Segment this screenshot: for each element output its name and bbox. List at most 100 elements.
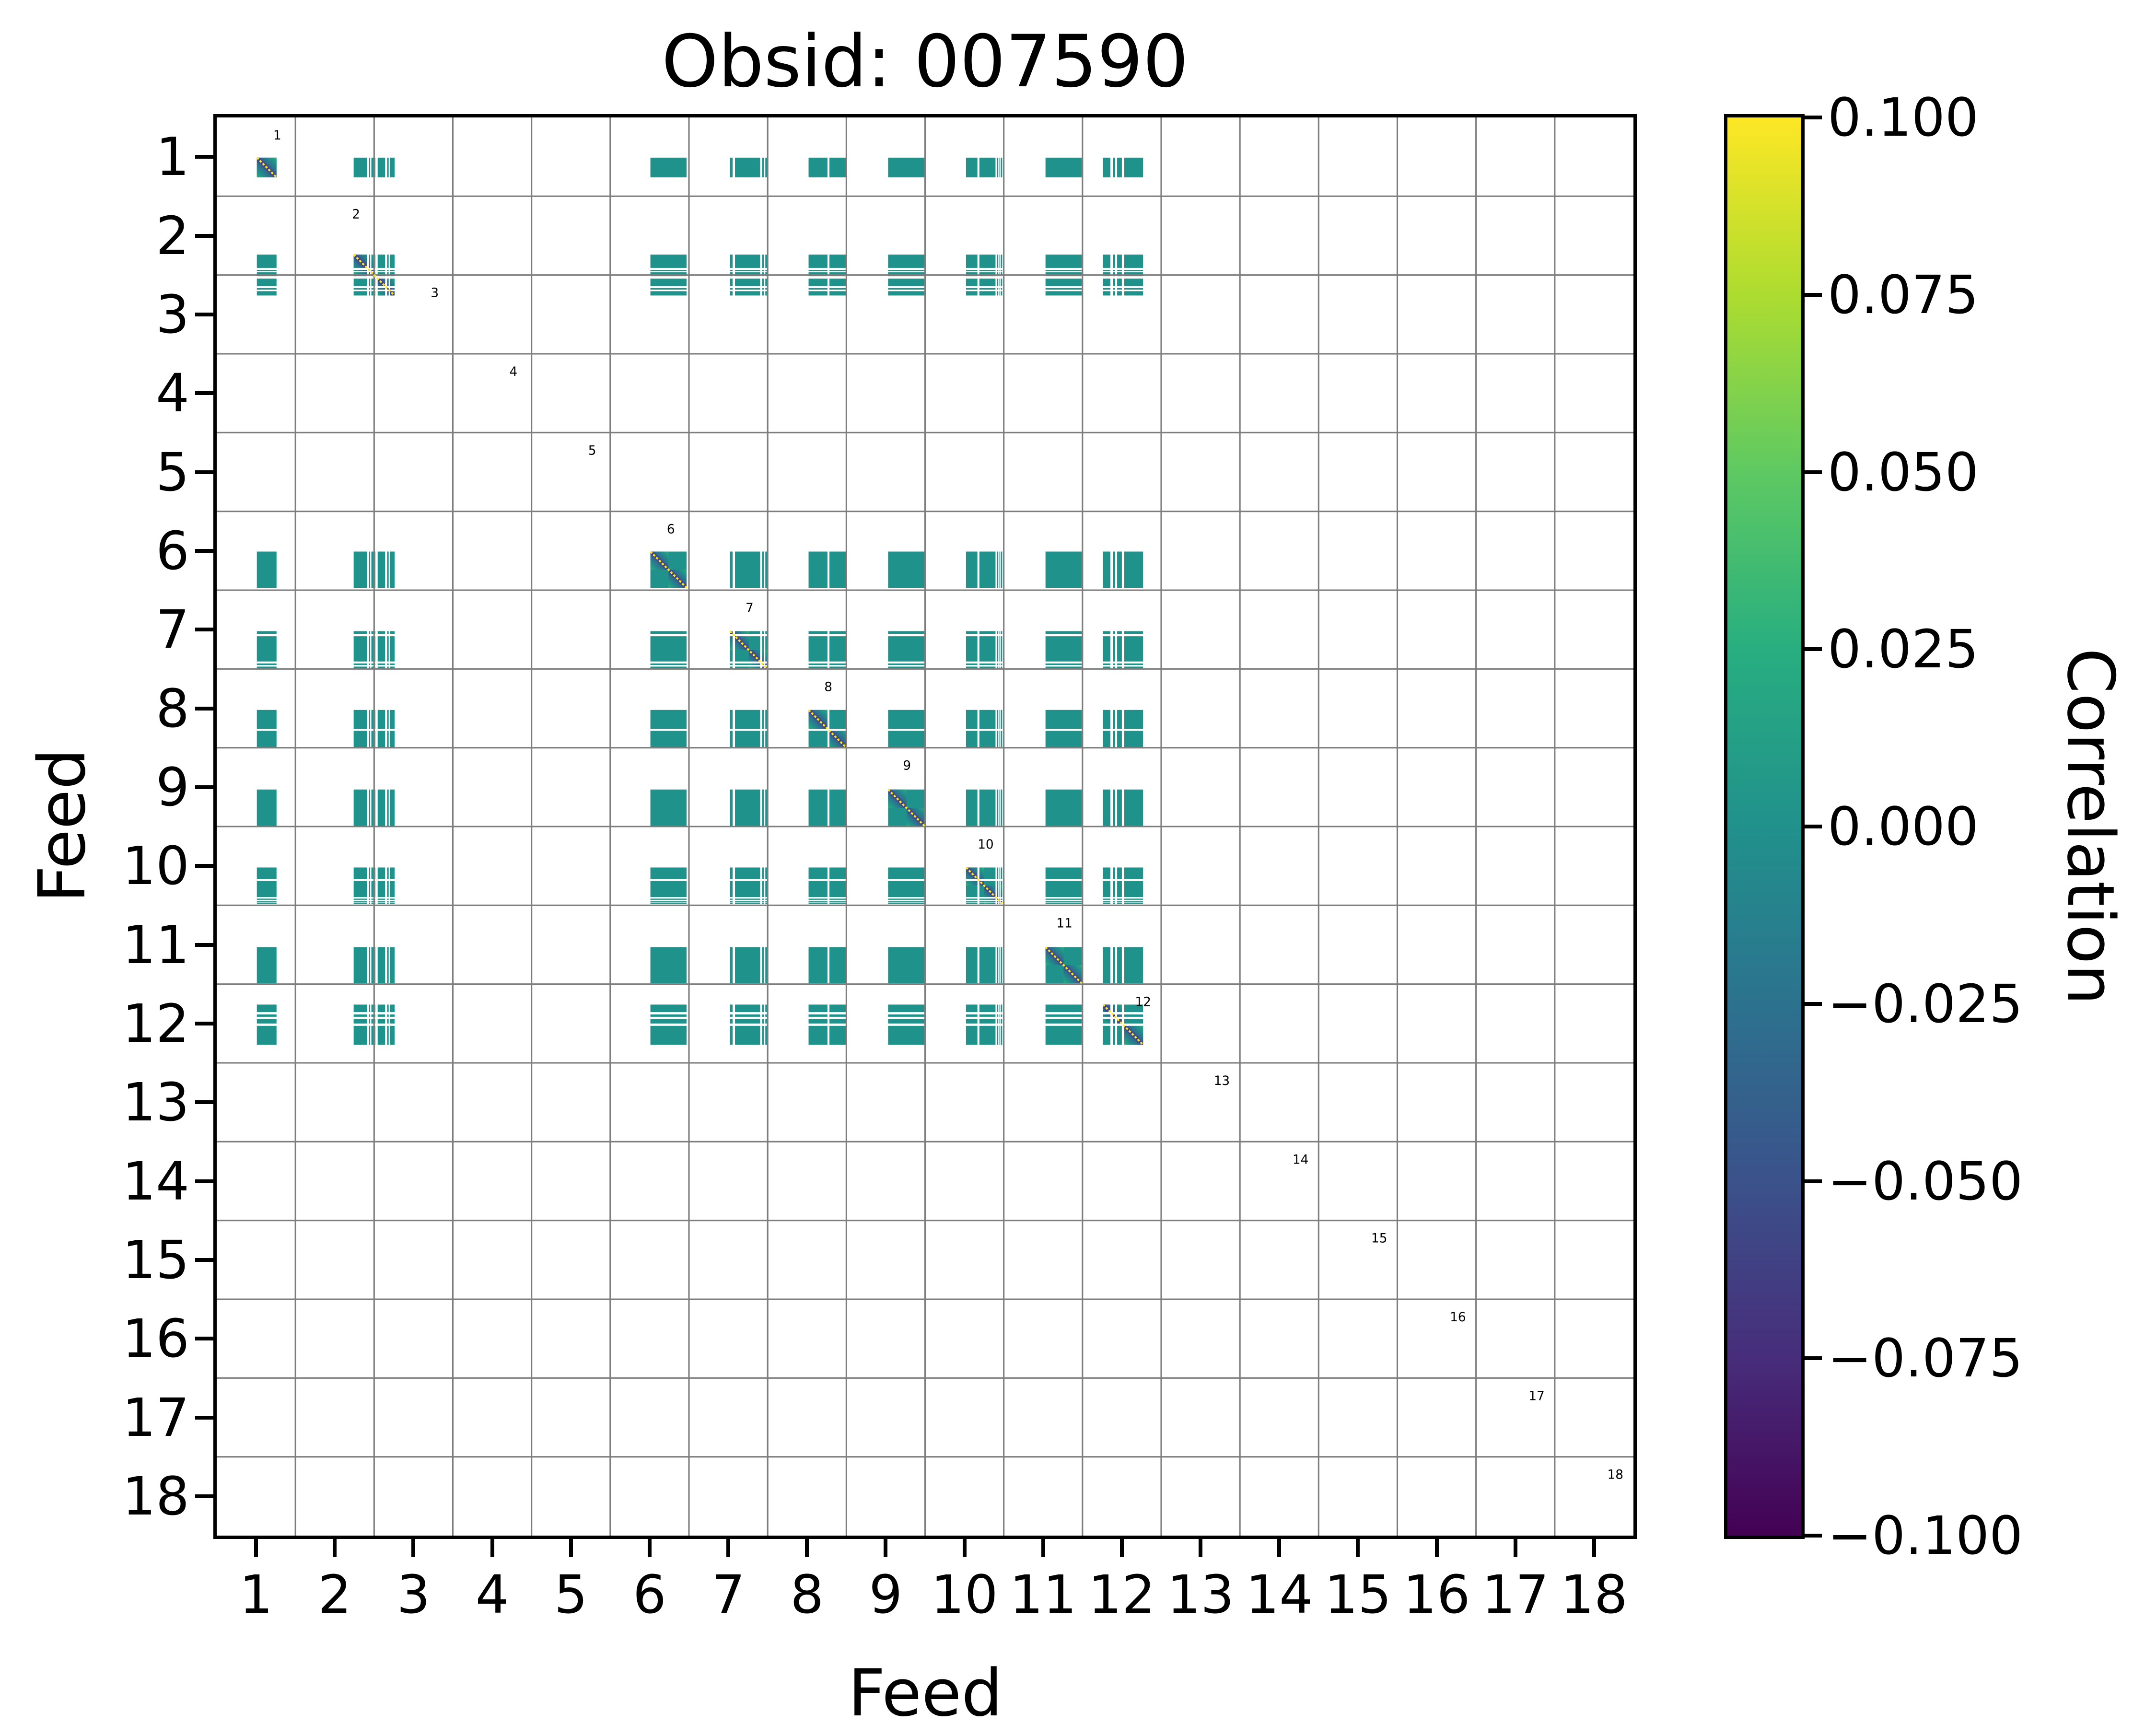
x-tick-mark [726, 1539, 731, 1557]
x-tick-mark [490, 1539, 494, 1557]
colorbar-tick-mark [1805, 116, 1822, 119]
x-tick-mark [411, 1539, 416, 1557]
x-tick-mark [569, 1539, 573, 1557]
x-tick-label: 16 [1403, 1564, 1470, 1625]
y-tick-mark [195, 1494, 213, 1498]
x-tick-mark [1356, 1539, 1360, 1557]
diagonal-feed-label: 15 [1371, 1232, 1387, 1246]
y-tick-mark [195, 1415, 213, 1420]
colorbar-tick-label: 0.000 [1828, 796, 1979, 857]
self-correlation-diagonal [256, 157, 278, 178]
diagonal-feed-label: 11 [1056, 916, 1072, 931]
x-tick-mark [1434, 1539, 1439, 1557]
diagonal-feed-label: 16 [1450, 1310, 1466, 1325]
x-tick-label: 17 [1481, 1564, 1549, 1625]
x-tick-label: 14 [1246, 1564, 1313, 1625]
feed-block [1045, 789, 1082, 827]
x-tick-mark [1119, 1539, 1124, 1557]
y-tick-label: 15 [122, 1229, 189, 1291]
y-tick-mark [195, 1021, 213, 1025]
feed-block [1045, 157, 1082, 177]
y-tick-label: 4 [156, 362, 189, 424]
diagonal-feed-label: 13 [1214, 1074, 1230, 1088]
colorbar-tick-label: −0.100 [1828, 1505, 2023, 1566]
x-tick-label: 6 [632, 1564, 666, 1625]
feed-block [650, 789, 687, 827]
colorbar-label: Correlation [2053, 648, 2128, 1005]
x-tick-label: 9 [869, 1564, 903, 1625]
plot-title: Obsid: 007590 [661, 20, 1189, 104]
diagonal-feed-label: 3 [431, 286, 439, 301]
colorbar-tick-mark [1805, 647, 1822, 652]
x-tick-label: 12 [1088, 1564, 1155, 1625]
colorbar-tick-label: 0.100 [1828, 87, 1979, 148]
colorbar-tick-label: 0.075 [1828, 264, 1979, 326]
x-tick-mark [1513, 1539, 1517, 1557]
colorbar-tick-mark [1805, 1534, 1822, 1538]
colorbar-tick-mark [1805, 292, 1822, 297]
diagonal-feed-label: 7 [746, 601, 754, 616]
colorbar-tick-label: 0.050 [1828, 441, 1979, 503]
y-tick-label: 10 [122, 835, 189, 897]
y-tick-label: 17 [122, 1386, 189, 1448]
self-correlation-diagonal [650, 551, 688, 589]
self-correlation-diagonal [729, 630, 769, 670]
feed-block [256, 789, 277, 827]
y-tick-mark [195, 1337, 213, 1341]
self-correlation-diagonal [808, 709, 847, 749]
y-tick-label: 6 [156, 520, 189, 582]
y-axis-label: Feed [24, 748, 100, 903]
x-tick-mark [962, 1539, 967, 1557]
y-tick-mark [195, 155, 213, 159]
x-tick-mark [254, 1539, 258, 1557]
x-tick-mark [647, 1539, 652, 1557]
feed-block [256, 551, 277, 588]
y-tick-mark [195, 628, 213, 632]
diagonal-feed-label: 17 [1528, 1389, 1544, 1403]
diagonal-block [827, 729, 847, 748]
feed-block [888, 551, 925, 588]
x-tick-label: 11 [1009, 1564, 1077, 1625]
y-tick-mark [195, 548, 213, 553]
colorbar-tick-mark [1805, 825, 1822, 828]
y-tick-label: 5 [156, 441, 189, 503]
self-correlation-diagonal [1045, 946, 1083, 984]
x-tick-label: 5 [554, 1564, 588, 1625]
diagonal-feed-label: 6 [667, 523, 675, 537]
colorbar-tick-label: −0.075 [1828, 1328, 2023, 1389]
y-tick-mark [195, 233, 213, 238]
y-tick-label: 1 [156, 126, 189, 188]
y-tick-mark [195, 1100, 213, 1105]
y-tick-label: 7 [156, 599, 189, 661]
y-tick-mark [195, 1258, 213, 1262]
x-tick-mark [805, 1539, 809, 1557]
x-tick-label: 1 [239, 1564, 273, 1625]
diagonal-feed-label: 4 [510, 365, 518, 379]
x-tick-label: 7 [711, 1564, 746, 1625]
colorbar-tick-label: 0.025 [1828, 618, 1979, 680]
diagonal-feed-label: 18 [1608, 1468, 1623, 1482]
x-tick-label: 13 [1167, 1564, 1235, 1625]
y-tick-mark [195, 312, 213, 316]
y-tick-mark [195, 470, 213, 474]
y-tick-mark [195, 706, 213, 711]
diagonal-feed-label: 14 [1293, 1153, 1308, 1167]
feed-block [888, 157, 925, 177]
colorbar [1724, 114, 1805, 1539]
y-tick-label: 18 [122, 1465, 189, 1527]
x-tick-mark [1277, 1539, 1282, 1557]
self-correlation-diagonal [887, 789, 926, 827]
y-tick-label: 14 [122, 1150, 189, 1212]
colorbar-tick-mark [1805, 470, 1822, 474]
feed-block [256, 947, 277, 984]
x-tick-label: 2 [318, 1564, 352, 1625]
y-tick-label: 11 [122, 914, 189, 976]
y-tick-label: 13 [122, 1072, 189, 1133]
feed-block [650, 947, 687, 984]
diagonal-feed-label: 12 [1135, 995, 1151, 1010]
y-tick-label: 12 [122, 992, 189, 1054]
diagonal-feed-label: 2 [352, 207, 360, 221]
